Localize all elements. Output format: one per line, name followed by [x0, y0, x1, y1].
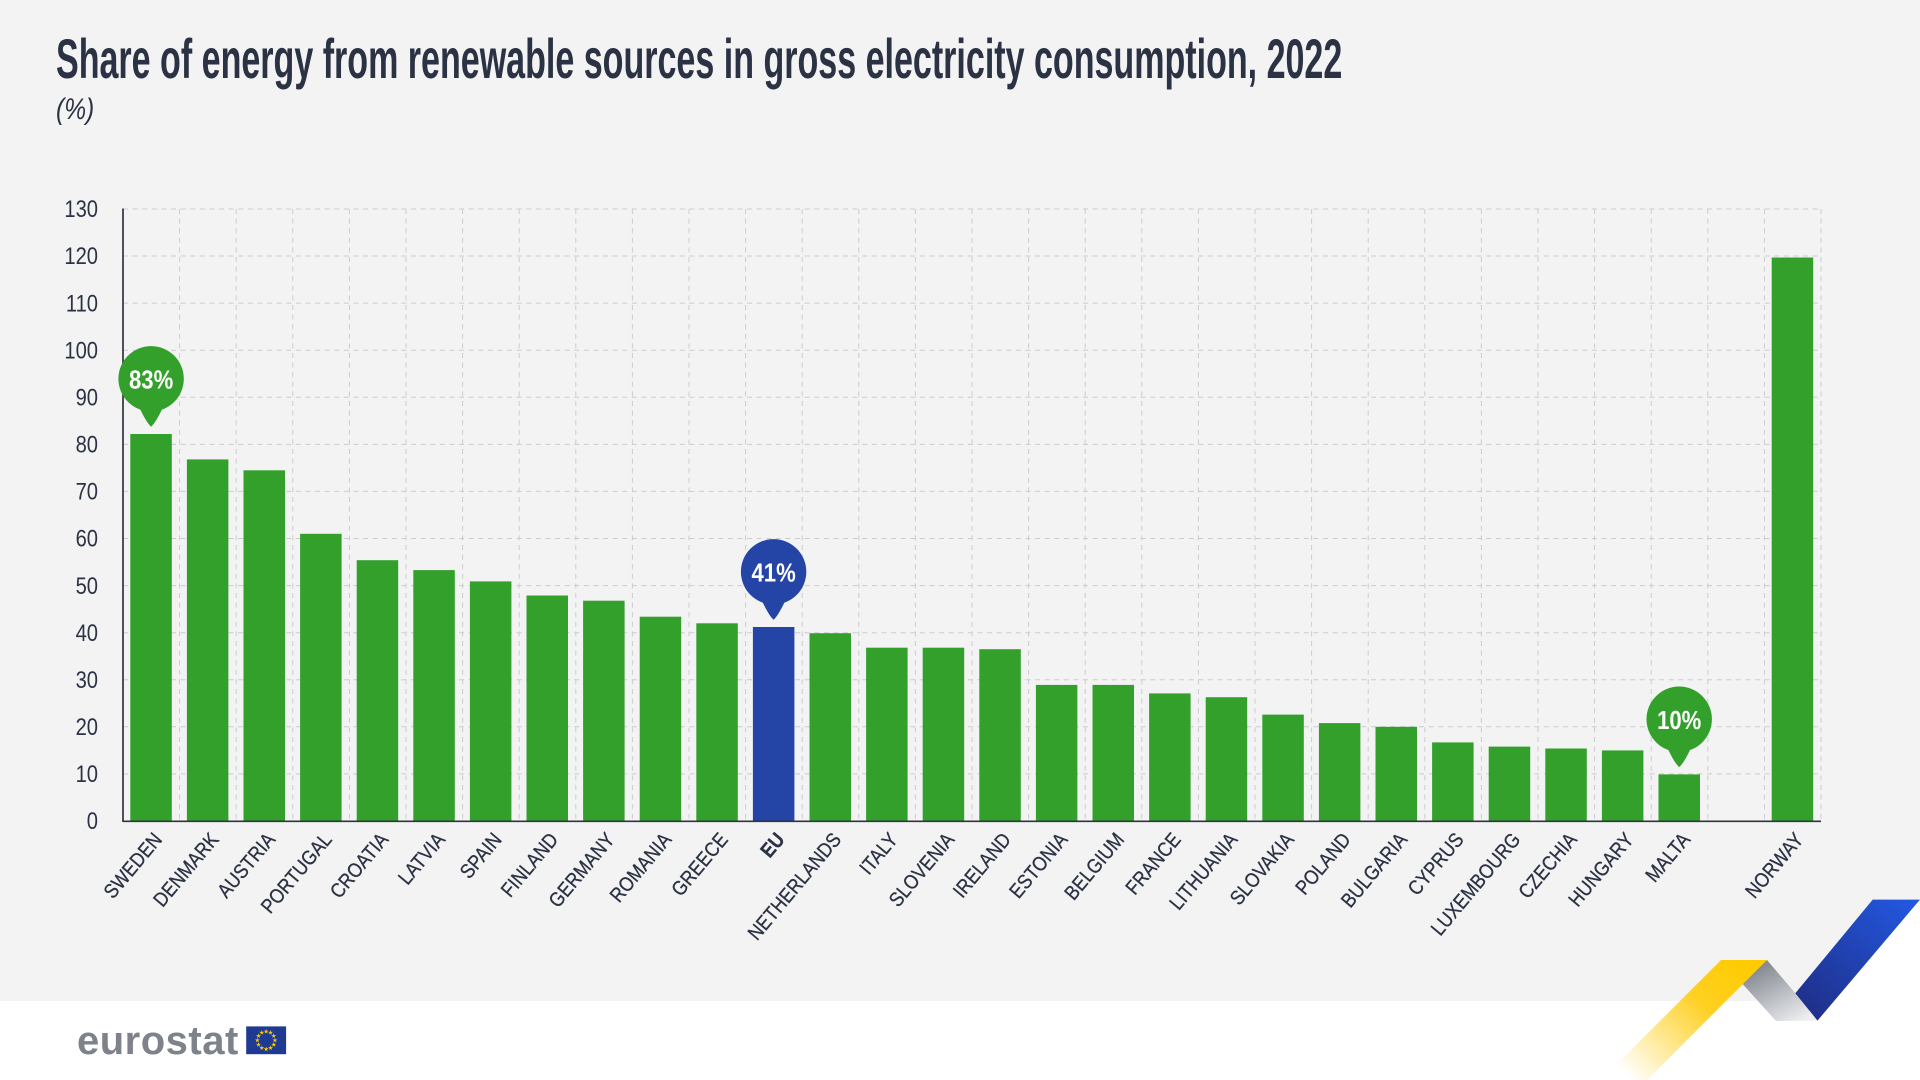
- svg-text:(%): (%): [56, 92, 94, 126]
- svg-text:120: 120: [64, 243, 98, 270]
- svg-text:100: 100: [64, 337, 98, 364]
- svg-text:70: 70: [76, 478, 98, 505]
- svg-text:10: 10: [76, 760, 98, 787]
- svg-text:Share of energy from renewable: Share of energy from renewable sources i…: [56, 27, 1342, 90]
- svg-text:40: 40: [76, 619, 98, 646]
- svg-text:80: 80: [76, 431, 98, 458]
- svg-text:20: 20: [76, 713, 98, 740]
- svg-text:41%: 41%: [751, 559, 795, 588]
- svg-text:10%: 10%: [1657, 706, 1701, 735]
- svg-text:130: 130: [64, 196, 98, 223]
- svg-text:90: 90: [76, 384, 98, 411]
- svg-text:eurostat: eurostat: [77, 1019, 239, 1063]
- svg-text:50: 50: [76, 572, 98, 599]
- svg-text:110: 110: [66, 290, 98, 317]
- svg-text:83%: 83%: [129, 366, 173, 395]
- svg-text:0: 0: [87, 808, 98, 835]
- svg-text:30: 30: [76, 666, 98, 693]
- svg-text:60: 60: [76, 525, 98, 552]
